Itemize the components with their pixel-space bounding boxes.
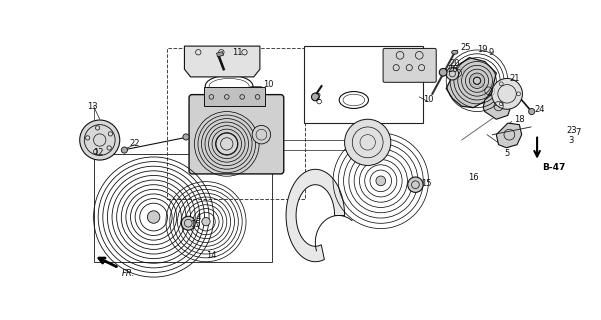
Circle shape	[224, 140, 230, 147]
Circle shape	[121, 147, 127, 153]
Text: 18: 18	[514, 115, 525, 124]
Text: 25: 25	[460, 43, 471, 52]
Circle shape	[492, 78, 522, 109]
Text: 7: 7	[576, 128, 581, 137]
Circle shape	[182, 216, 195, 230]
Text: 5: 5	[600, 143, 601, 152]
Bar	[558, 116, 601, 262]
Text: 21: 21	[510, 74, 520, 83]
Text: 23: 23	[566, 126, 577, 135]
Text: 5: 5	[505, 149, 510, 158]
Text: 9: 9	[489, 48, 494, 57]
Polygon shape	[496, 123, 522, 148]
Text: 12: 12	[94, 148, 104, 157]
Circle shape	[252, 125, 270, 144]
Circle shape	[183, 134, 189, 140]
Text: 19: 19	[477, 45, 487, 54]
Bar	[94, 154, 272, 262]
Text: 11: 11	[232, 48, 243, 57]
Text: 10: 10	[423, 95, 434, 105]
Circle shape	[573, 121, 601, 175]
Text: 2: 2	[316, 93, 320, 102]
Circle shape	[311, 93, 319, 101]
Text: 24: 24	[534, 105, 545, 114]
Text: 10: 10	[263, 80, 273, 89]
Circle shape	[407, 177, 423, 192]
Text: 4: 4	[196, 212, 201, 221]
Polygon shape	[483, 94, 511, 119]
Text: B-47: B-47	[542, 163, 565, 172]
Text: 22: 22	[129, 139, 139, 148]
Text: 15: 15	[191, 220, 201, 229]
Text: 15: 15	[421, 179, 432, 188]
Text: 16: 16	[468, 172, 478, 181]
Text: 20: 20	[450, 59, 460, 68]
Circle shape	[439, 68, 447, 76]
Circle shape	[80, 120, 120, 160]
Text: 3: 3	[568, 136, 573, 145]
Circle shape	[529, 108, 535, 115]
Text: 13: 13	[87, 102, 98, 111]
Text: 26: 26	[447, 65, 457, 74]
Bar	[204, 87, 265, 106]
Text: 14: 14	[206, 251, 216, 260]
Circle shape	[581, 123, 588, 131]
Circle shape	[216, 133, 237, 155]
Circle shape	[376, 176, 386, 186]
Circle shape	[573, 132, 579, 139]
Bar	[304, 46, 423, 123]
Polygon shape	[286, 169, 344, 262]
Circle shape	[147, 211, 160, 223]
Polygon shape	[185, 46, 260, 77]
Ellipse shape	[451, 50, 458, 54]
Text: FR.: FR.	[121, 269, 135, 278]
FancyBboxPatch shape	[189, 95, 284, 174]
Circle shape	[446, 68, 459, 80]
Bar	[168, 48, 305, 198]
FancyBboxPatch shape	[383, 48, 436, 82]
Circle shape	[562, 132, 569, 139]
Circle shape	[474, 77, 480, 84]
Circle shape	[568, 169, 601, 234]
Circle shape	[344, 119, 391, 165]
Polygon shape	[446, 58, 496, 108]
Bar	[216, 52, 224, 57]
Circle shape	[202, 218, 210, 226]
